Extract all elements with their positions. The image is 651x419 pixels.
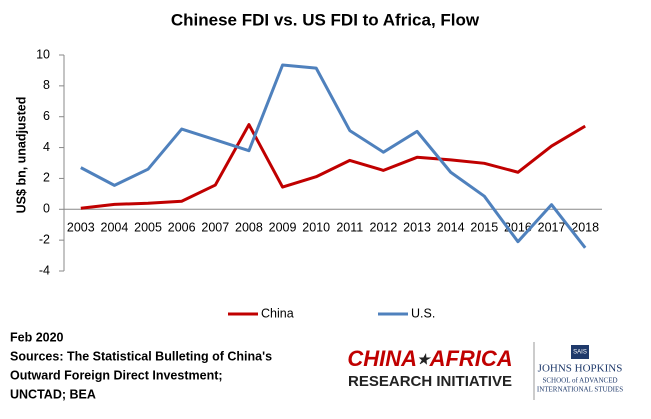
x-tick-label: 2018 xyxy=(571,221,599,235)
logo-text: AFRICA xyxy=(429,346,513,371)
logo-text: SAIS xyxy=(573,350,587,356)
x-tick-label: 2009 xyxy=(269,221,297,235)
x-tick-label: 2010 xyxy=(302,221,330,235)
y-tick-label: 8 xyxy=(43,78,50,92)
logo-text: INTERNATIONAL STUDIES xyxy=(537,386,623,394)
x-tick-label: 2006 xyxy=(168,221,196,235)
y-tick-label: 6 xyxy=(43,109,50,123)
y-tick-label: -2 xyxy=(39,232,50,246)
y-axis-label: US$ bn, unadjusted xyxy=(14,97,28,214)
logo-text: CHINA xyxy=(347,346,417,371)
x-tick-label: 2014 xyxy=(437,221,465,235)
logo-star: ★ xyxy=(417,351,432,367)
x-tick-label: 2017 xyxy=(538,221,566,235)
logo-text: RESEARCH INITIATIVE xyxy=(348,373,512,390)
footer-line: Outward Foreign Direct Investment; xyxy=(10,368,223,382)
x-tick-label: 2012 xyxy=(370,221,398,235)
logo-text: CHINA★AFRICA xyxy=(347,346,512,371)
x-tick-label: 2004 xyxy=(101,221,129,235)
chart-title: Chinese FDI vs. US FDI to Africa, Flow xyxy=(171,10,480,29)
footer-line: Sources: The Statistical Bulleting of Ch… xyxy=(10,349,272,363)
legend-label: U.S. xyxy=(411,306,435,320)
x-tick-label: 2008 xyxy=(235,221,263,235)
x-tick-label: 2005 xyxy=(134,221,162,235)
x-tick-label: 2003 xyxy=(67,221,95,235)
series-line xyxy=(80,123,586,210)
footer-line: UNCTAD; BEA xyxy=(10,387,96,401)
logo-shield xyxy=(571,345,589,359)
y-tick-label: -4 xyxy=(39,263,50,277)
legend-label: China xyxy=(261,306,294,320)
x-tick-label: 2011 xyxy=(336,221,363,235)
y-tick-label: 10 xyxy=(36,47,50,61)
y-tick-label: 0 xyxy=(43,202,50,216)
logo-text: SCHOOL of ADVANCED xyxy=(542,377,617,385)
x-tick-label: 2015 xyxy=(470,221,498,235)
x-tick-label: 2007 xyxy=(201,221,229,235)
y-tick-label: 2 xyxy=(43,171,50,185)
footer-date: Feb 2020 xyxy=(10,330,64,344)
series-line xyxy=(80,63,587,249)
x-tick-label: 2013 xyxy=(403,221,431,235)
y-tick-label: 4 xyxy=(43,140,50,154)
logo-text: JOHNS HOPKINS xyxy=(538,363,623,375)
